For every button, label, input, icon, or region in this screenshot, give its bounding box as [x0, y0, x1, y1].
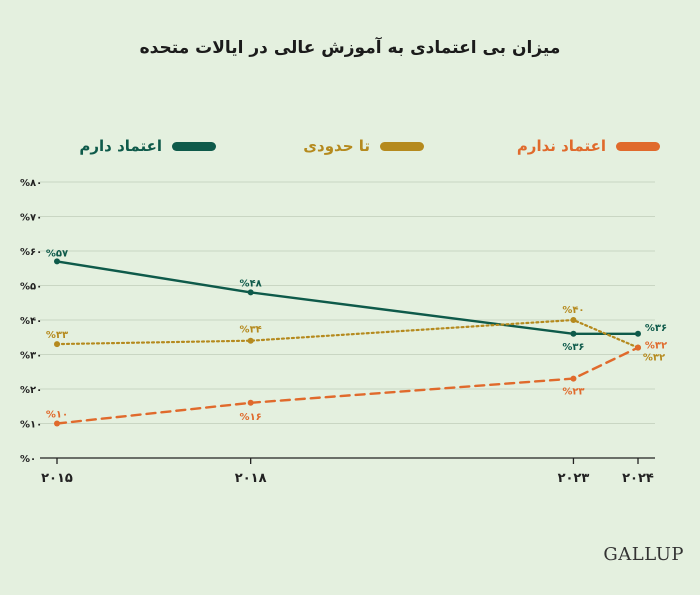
data-point-not_confident-2015	[54, 420, 60, 427]
y-tick-label-10: %۱۰	[20, 420, 42, 431]
data-label-not_confident-2015: %۱۰	[46, 410, 68, 421]
legend-item-neutral: تا حدودی	[303, 136, 424, 156]
y-tick-label-80: %۸۰	[20, 178, 42, 189]
data-point-confident-2024	[635, 330, 641, 337]
data-point-confident-2015	[54, 258, 60, 265]
data-label-neutral-2015: %۳۳	[46, 330, 68, 341]
series-line-neutral	[55, 318, 640, 349]
data-label-neutral-2024: %۳۲	[643, 353, 665, 364]
series-line-confident	[55, 260, 640, 335]
x-tick-label-2024: ۲۰۲۴	[622, 471, 654, 486]
x-tick-label-2015: ۲۰۱۵	[41, 471, 73, 486]
data-label-neutral-2023: %۴۰	[562, 305, 584, 316]
data-label-confident-2015: %۵۷	[46, 248, 68, 259]
data-point-not_confident-2024	[635, 344, 641, 351]
data-label-confident-2024: %۳۶	[645, 323, 667, 334]
data-point-confident-2023	[570, 330, 577, 337]
legend-label-confident: اعتماد دارم	[79, 137, 162, 155]
data-label-not_confident-2024: %۳۲	[645, 341, 667, 352]
y-tick-label-20: %۲۰	[20, 385, 42, 396]
data-label-neutral-2018: %۳۴	[240, 325, 262, 336]
y-tick-label-70: %۷۰	[20, 213, 42, 224]
x-tick-label-2018: ۲۰۱۸	[235, 471, 267, 486]
data-point-neutral-2023	[570, 317, 577, 323]
legend-swatch-not-confident	[616, 141, 660, 151]
legend-swatch-neutral	[380, 141, 424, 151]
data-label-not_confident-2018: %۱۶	[240, 412, 262, 423]
legend-item-confident: اعتماد دارم	[79, 136, 216, 156]
data-label-confident-2023: %۳۶	[562, 342, 584, 353]
y-tick-label-60: %۶۰	[20, 247, 42, 258]
legend-swatch-confident	[172, 141, 216, 151]
legend-label-not-confident: اعتماد ندارم	[516, 137, 606, 155]
data-point-not_confident-2023	[570, 375, 577, 382]
y-tick-label-0: %۰	[20, 454, 36, 465]
series-line-not_confident	[55, 346, 640, 425]
x-tick-label-2023: ۲۰۲۳	[558, 471, 590, 486]
gallup-logo: GALLUP	[603, 544, 684, 565]
data-label-confident-2018: %۴۸	[240, 278, 262, 289]
legend-label-neutral: تا حدودی	[303, 137, 370, 155]
data-point-neutral-2015	[54, 341, 60, 348]
data-point-not_confident-2018	[247, 399, 254, 406]
data-point-confident-2018	[247, 289, 254, 296]
y-tick-label-50: %۵۰	[20, 282, 42, 293]
chart-title: میزان بی اعتمادی به آموزش عالی در ایالات…	[139, 38, 561, 58]
legend-item-not-confident: اعتماد ندارم	[517, 136, 660, 156]
y-tick-label-40: %۴۰	[20, 316, 42, 327]
data-point-neutral-2018	[247, 337, 254, 344]
y-tick-label-30: %۳۰	[20, 351, 42, 362]
data-label-not_confident-2023: %۲۳	[562, 387, 584, 398]
